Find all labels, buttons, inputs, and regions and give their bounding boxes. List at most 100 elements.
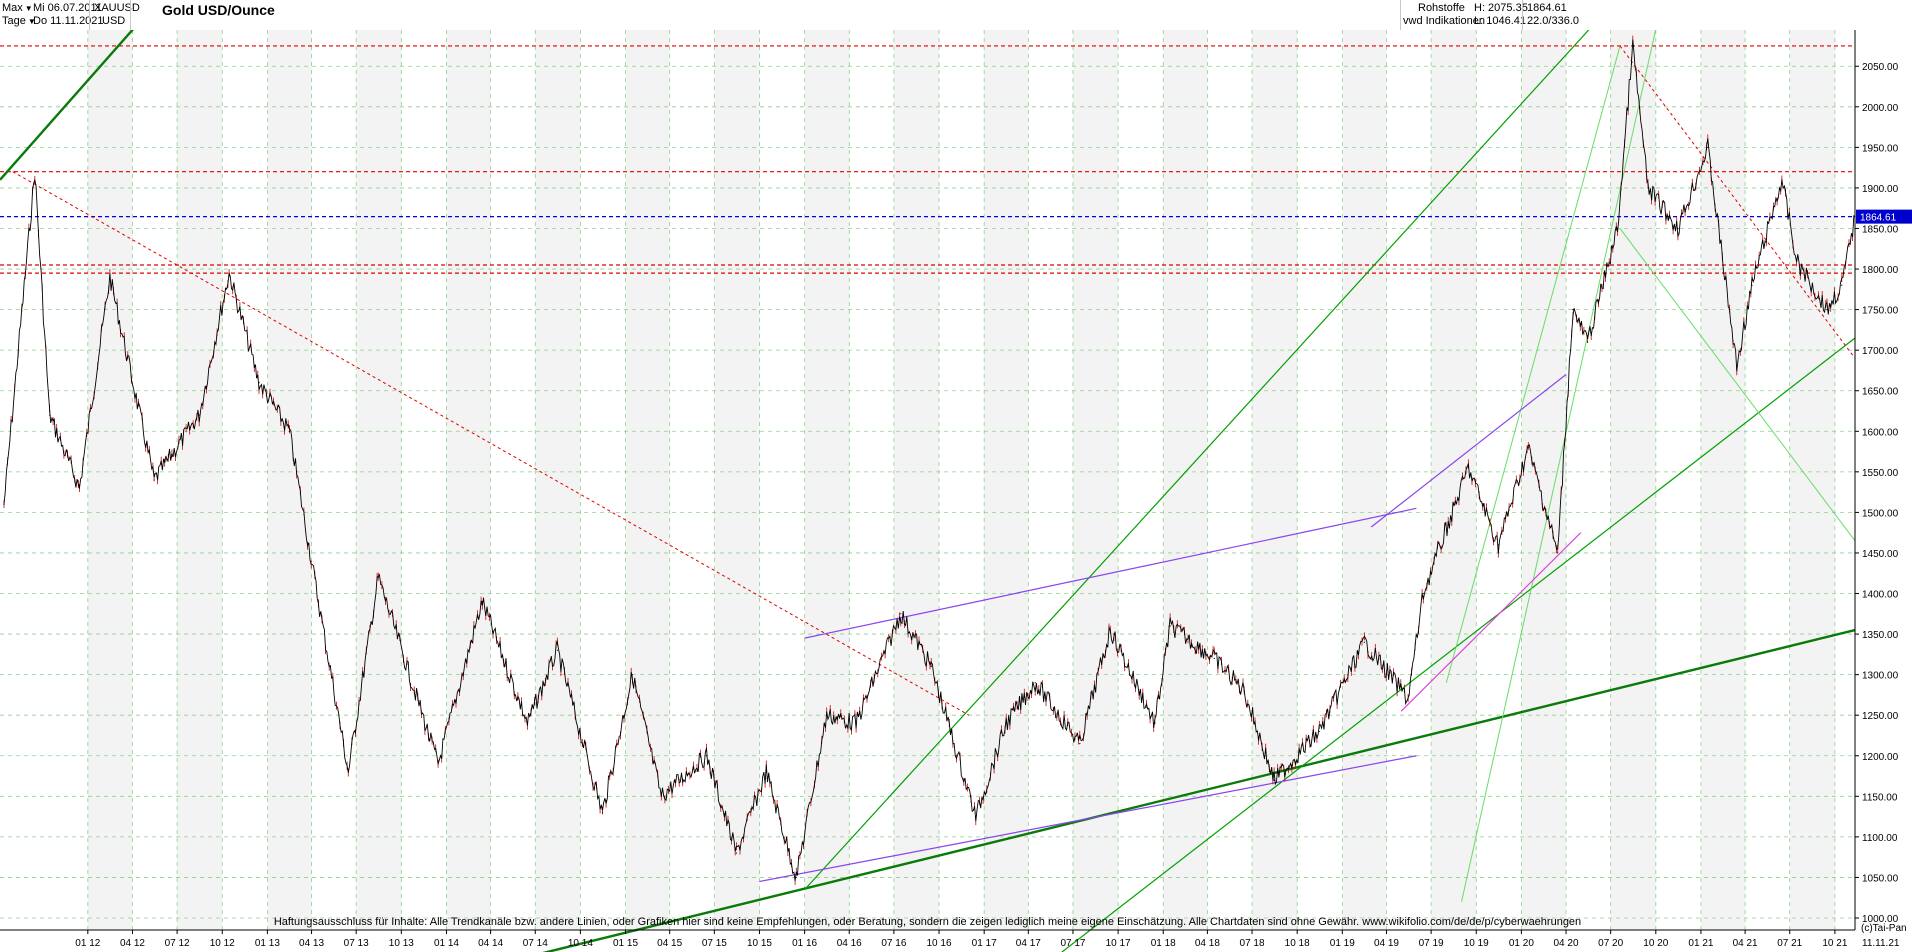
price-chart[interactable]: 1864.61 1000.00 1050.00 1100.00 1150.00 1200… (0, 30, 1912, 952)
y-tick-label: 1200.00 (1862, 752, 1899, 763)
header-divider (130, 0, 131, 30)
price-point (1243, 690, 1245, 692)
grid-band (1700, 30, 1746, 930)
trend-line-resistance (1619, 45, 1856, 359)
x-axis: 01 12 04 12 07 12 10 12 01 13 04 13 07 13 10 13… (0, 923, 1907, 949)
grid-band (1610, 30, 1656, 930)
x-tick-label: 01 15 (613, 938, 638, 949)
price-point (930, 665, 932, 668)
y-tick-label: 1050.00 (1862, 873, 1899, 884)
grid-band (1163, 30, 1208, 930)
trend-line-major (542, 628, 1856, 952)
chart-header: Max ▼ Tage ▼ Mi 06.07.2011 Do 11.11.2021 X… (0, 0, 1912, 30)
x-tick-label: 04 17 (1016, 938, 1041, 949)
x-tick-label: 10 19 (1464, 938, 1489, 949)
x-tick-label: 10 13 (389, 938, 414, 949)
low-value: L: 1046.41 (1474, 15, 1526, 27)
price-point (1169, 625, 1171, 627)
x-tick-label: 07 12 (165, 938, 190, 949)
x-tick-label: 07 16 (881, 938, 906, 949)
x-tick-label: 07 15 (702, 938, 727, 949)
x-tick-label: 01 14 (434, 938, 459, 949)
y-tick-label: 1150.00 (1862, 792, 1898, 803)
horizontal-lines: 1864.61 (0, 45, 1912, 274)
price-point (437, 763, 439, 765)
price-point (78, 487, 81, 489)
x-tick-label: 10 12 (210, 938, 235, 949)
grid-band (625, 30, 670, 930)
price-point (3, 503, 5, 505)
grid-band (1521, 30, 1567, 930)
x-tick-label: 10 16 (927, 938, 952, 949)
price-point (765, 771, 767, 773)
x-tick-label: 10 14 (568, 938, 593, 949)
x-end-date: 11.11.21 (1862, 938, 1900, 949)
grid-band (714, 30, 760, 930)
price-point (601, 811, 604, 814)
price-point (317, 601, 320, 603)
chevron-down-icon: ▼ (24, 4, 33, 13)
grid-bands (87, 30, 1835, 930)
price-point (1079, 742, 1081, 745)
trend-lines (0, 30, 1856, 952)
grid-band (177, 30, 223, 930)
x-tick-label: 01 12 (75, 938, 100, 949)
price-point (795, 876, 797, 879)
price-point (1213, 657, 1215, 660)
grid-band (984, 30, 1029, 930)
x-tick-label: 04 12 (120, 938, 145, 949)
x-tick-label: 04 15 (657, 938, 682, 949)
grid-band (804, 30, 850, 930)
y-tick-label: 1950.00 (1862, 143, 1899, 154)
y-tick-label: 1750.00 (1862, 306, 1899, 317)
last-price-label: 1864.61 (1860, 213, 1897, 224)
grid-band (1252, 30, 1298, 930)
price-point (1497, 544, 1499, 546)
x-tick-label: 04 13 (299, 938, 324, 949)
trend-line-major (0, 30, 134, 181)
price-point (258, 382, 260, 384)
header-divider (1522, 0, 1523, 30)
y-tick-label: 1500.00 (1862, 508, 1899, 519)
trend-line-light (1619, 228, 1856, 542)
range-dropdown[interactable]: Max ▼ (2, 2, 33, 15)
y-tick-label: 1900.00 (1862, 184, 1899, 195)
currency: USD (102, 15, 126, 27)
price-point (1154, 722, 1156, 724)
last-change: 22.0/336.0 (1527, 15, 1579, 27)
header-divider (89, 0, 90, 30)
price-point (735, 852, 738, 854)
price-series (3, 35, 1856, 885)
trend-line-light (1445, 45, 1621, 683)
interval-dropdown[interactable]: Tage ▼ (2, 15, 36, 28)
y-tick-label: 1350.00 (1862, 630, 1899, 641)
price-point (1647, 187, 1649, 189)
price-point (1781, 179, 1783, 181)
y-tick-label: 1600.00 (1862, 427, 1899, 438)
price-point (1005, 722, 1007, 724)
price-point (1422, 592, 1424, 595)
y-tick-label: 1250.00 (1862, 711, 1899, 722)
price-point (975, 816, 977, 818)
price-point (109, 276, 111, 278)
x-tick-label: 07 17 (1060, 938, 1085, 949)
y-tick-label: 1650.00 (1862, 387, 1899, 398)
symbol: XAUUSD (94, 2, 140, 14)
x-tick-label: 10 18 (1285, 938, 1310, 949)
y-tick-label: 2050.00 (1862, 62, 1899, 73)
disclaimer: Haftungsausschluss für Inhalte: Alle Tre… (273, 916, 1582, 928)
x-tick-label: 04 19 (1374, 938, 1399, 949)
header-divider (1400, 0, 1401, 30)
price-point (1273, 779, 1275, 781)
price-point (34, 171, 36, 173)
price-point (1736, 365, 1738, 367)
trend-line-minor (804, 30, 1590, 891)
price-point (1751, 284, 1753, 286)
x-tick-label: 04 21 (1733, 938, 1758, 949)
x-tick-label: 10 17 (1106, 938, 1131, 949)
x-tick-label: 04 18 (1195, 938, 1220, 949)
price-point (1318, 730, 1320, 733)
price-point (1109, 629, 1111, 631)
x-tick-label: 01 16 (792, 938, 817, 949)
price-point (1707, 146, 1709, 148)
